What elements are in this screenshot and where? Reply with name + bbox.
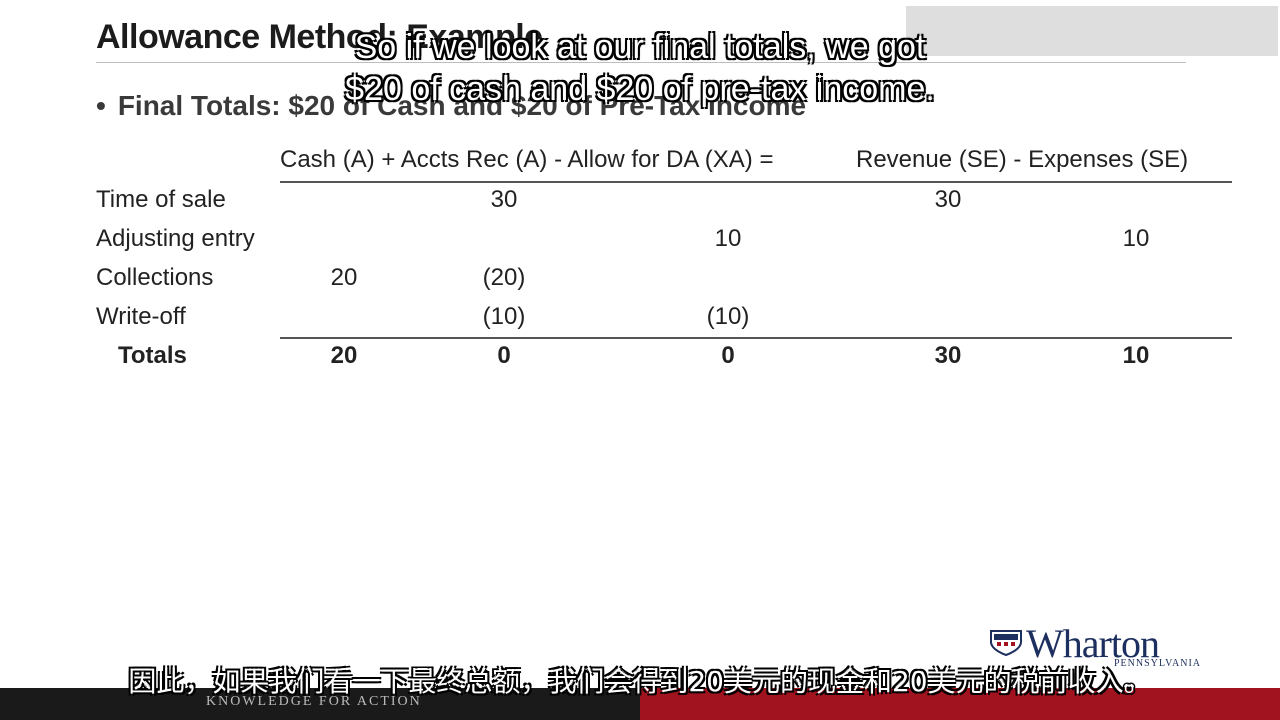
- cell-accts-rec: 30: [490, 186, 518, 213]
- cell-allowance: (10): [706, 303, 750, 330]
- subtitle-english: So if we look at our final totals, we go…: [0, 26, 1280, 110]
- row-label-totals: Totals: [118, 342, 187, 369]
- equation-header-right: Revenue (SE) - Expenses (SE): [856, 146, 1189, 173]
- subtitle-english-line-2: $20 of cash and $20 of pre-tax income.: [345, 70, 935, 108]
- title-divider: [96, 62, 1186, 63]
- equation-header-left: Cash (A) + Accts Rec (A) - Allow for DA …: [280, 146, 774, 173]
- corner-overlay: [906, 6, 1278, 56]
- cell-accts-rec: (10): [482, 303, 526, 330]
- cell-revenue: 30: [934, 186, 962, 213]
- total-accts-rec: 0: [497, 342, 511, 369]
- row-label-adjusting-entry: Adjusting entry: [96, 225, 255, 252]
- logo-subtitle: PENNSYLVANIA: [1114, 658, 1202, 669]
- bullet-text: Final Totals: $20 of Cash and $20 of Pre…: [117, 90, 807, 121]
- total-expenses: 10: [1122, 342, 1150, 369]
- shield-icon: [990, 630, 1022, 656]
- row-label-time-of-sale: Time of sale: [96, 186, 226, 213]
- subtitle-chinese: 因此，如果我们看一下最终总额，我们会得到20美元的现金和20美元的税前收入。: [128, 665, 1152, 698]
- row-label-write-off: Write-off: [96, 303, 186, 330]
- total-cash: 20: [330, 342, 358, 369]
- bullet-point: • Final Totals: $20 of Cash and $20 of Pr…: [96, 90, 806, 122]
- total-revenue: 30: [934, 342, 962, 369]
- footer-bar-dark: [0, 688, 640, 720]
- total-allowance: 0: [721, 342, 735, 369]
- cell-expenses: 10: [1122, 225, 1150, 252]
- row-label-collections: Collections: [96, 264, 214, 291]
- footer-tagline: KNOWLEDGE FOR ACTION: [206, 694, 422, 709]
- subtitle-english-line-1: So if we look at our final totals, we go…: [354, 28, 926, 66]
- cell-accts-rec: (20): [482, 264, 526, 291]
- header-underline: [280, 181, 1232, 183]
- bullet-marker: •: [96, 90, 106, 121]
- totals-rule: [280, 337, 1232, 339]
- cell-allowance: 10: [714, 225, 742, 252]
- cell-cash: 20: [330, 264, 358, 291]
- slide-title: Allowance Method: Example: [96, 18, 543, 56]
- logo-wordmark: Wharton: [1026, 621, 1160, 666]
- footer-bar-red: [640, 688, 1280, 720]
